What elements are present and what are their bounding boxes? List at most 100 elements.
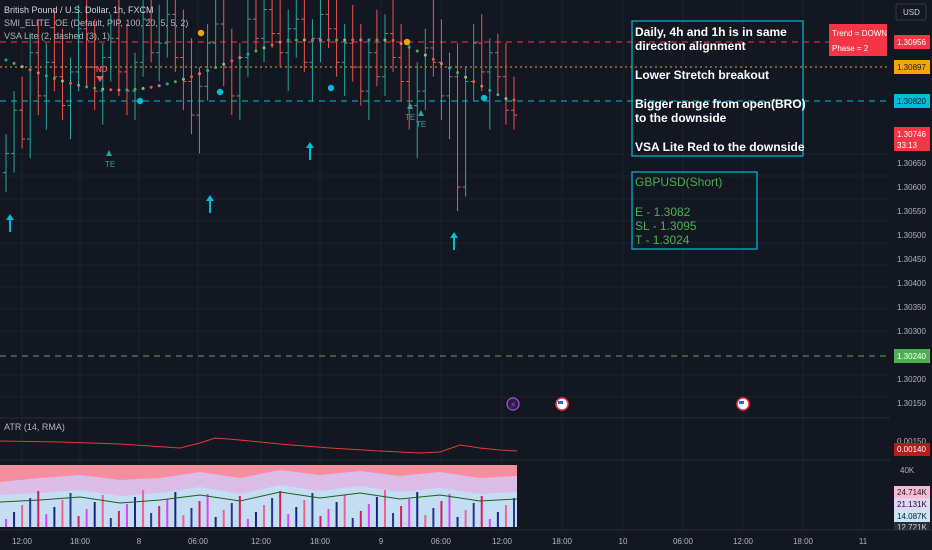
currency-label[interactable]: USD	[903, 8, 920, 17]
price-tick-label: 1.30450	[897, 255, 926, 264]
smi-dot	[262, 46, 266, 50]
indicator-smi-label[interactable]: SMI_ELITE_OE (Default, PIP, 100, 20, 5, …	[4, 18, 188, 28]
volume-bar	[101, 495, 104, 527]
volume-bar	[504, 505, 507, 527]
volume-bar	[85, 509, 88, 527]
price-tick-label: 1.30600	[897, 183, 926, 192]
signal-te-label: TE	[405, 113, 415, 122]
smi-dot	[141, 86, 145, 90]
volume-bar	[303, 500, 306, 527]
time-axis[interactable]: 12:00 18:00 8 06:00 12:00 18:00 9 06:00 12:00 18:…	[0, 529, 932, 550]
smi-dot	[318, 38, 322, 42]
notes-box: Daily, 4h and 1h is in same direction al…	[631, 20, 806, 157]
volume-bar	[327, 509, 330, 527]
volume-label-pink	[894, 486, 930, 498]
volume-bar	[222, 510, 225, 527]
smi-dot	[335, 38, 339, 42]
smi-dot	[60, 79, 64, 83]
smi-dot	[343, 38, 347, 42]
smi-dot	[173, 80, 177, 84]
candlestick-series	[3, 0, 517, 211]
volume-bar	[287, 514, 290, 527]
time-tick-label: 18:00	[793, 537, 814, 546]
volume-bar	[109, 518, 112, 527]
smi-dot	[447, 66, 451, 70]
volume-bar	[392, 513, 395, 527]
price-tick-label: 1.30650	[897, 159, 926, 168]
smi-dot	[375, 38, 379, 42]
volume-bar	[480, 496, 483, 527]
note-line: VSA Lite Red to the downside	[635, 140, 805, 154]
smi-dot	[456, 71, 460, 75]
volume-bar	[37, 491, 40, 527]
volume-bar	[182, 515, 185, 527]
smi-dot	[44, 74, 48, 78]
volume-bar	[134, 497, 137, 527]
atr-line	[0, 437, 518, 454]
volume-bar	[416, 492, 419, 527]
volume-bar	[158, 506, 161, 527]
volume-bar	[29, 498, 32, 527]
smi-dot	[327, 38, 331, 42]
indicator-vsa-label[interactable]: VSA Lite (2, dashed (3), 1)	[4, 31, 110, 41]
smi-dot	[512, 98, 516, 102]
smi-dot	[93, 86, 97, 90]
time-tick-label: 12:00	[251, 537, 272, 546]
symbol-title[interactable]: British Pound / U.S. Dollar, 1h, FXCM	[4, 5, 154, 15]
up-triangle-icon	[418, 110, 424, 116]
time-tick-label: 18:00	[310, 537, 331, 546]
volume-value-1: 24.714K	[897, 488, 927, 497]
volume-label-dark	[894, 522, 930, 530]
volume-bar	[214, 517, 217, 527]
volume-bar	[263, 505, 266, 527]
volume-bar	[198, 501, 201, 527]
atr-upper-tick: 0.00150	[897, 437, 926, 446]
signal-markers: ND TE TE TE ⚡	[6, 65, 750, 411]
time-tick-label: 06:00	[673, 537, 694, 546]
smi-dot	[351, 38, 355, 42]
currency-badge[interactable]	[895, 3, 927, 21]
smi-dot	[464, 75, 468, 79]
volume-band-inner	[0, 485, 517, 527]
volume-bar	[271, 498, 274, 527]
smi-dot	[294, 38, 298, 42]
volume-bar	[311, 493, 314, 527]
time-tick-label: 06:00	[188, 537, 209, 546]
price-tick-label: 1.30200	[897, 375, 926, 384]
volume-bar	[190, 508, 193, 527]
price-label-cyan-text: 1.30820	[897, 97, 926, 106]
price-label-red-text: 1.30956	[897, 38, 926, 47]
volume-tick-40k: 40K	[900, 466, 915, 475]
smi-dot	[270, 43, 274, 47]
signal-dot	[197, 29, 205, 37]
volume-bar	[142, 490, 145, 527]
price-tick-label: 1.30500	[897, 231, 926, 240]
volume-bar	[335, 502, 338, 527]
volume-bar	[464, 510, 467, 527]
smi-dot	[302, 38, 306, 42]
volume-bar	[375, 497, 378, 527]
smi-dot	[359, 38, 363, 42]
signal-dot	[216, 88, 224, 96]
trade-target: T - 1.3024	[635, 233, 690, 247]
volume-ma-line	[0, 491, 518, 504]
signal-dot	[327, 84, 335, 92]
event-icons: ⚡	[506, 397, 750, 411]
volume-bar	[238, 496, 241, 527]
atr-label[interactable]: ATR (14, RMA)	[4, 422, 65, 432]
smi-dot	[117, 88, 121, 92]
price-axis[interactable]: USD 1.307001.306501.306001.305501.305001…	[890, 0, 932, 532]
time-tick-label: 10	[619, 537, 628, 546]
signal-te-label: TE	[416, 120, 426, 129]
volume-bar	[319, 516, 322, 527]
signal-dot	[480, 94, 488, 102]
volume-bar	[125, 504, 128, 527]
smi-dot	[181, 77, 185, 81]
atr-pane: ATR (14, RMA)	[0, 417, 932, 454]
note-line: Bigger range from open(BRO)	[635, 97, 806, 111]
smi-dot	[101, 87, 105, 91]
volume-bar	[432, 508, 435, 527]
price-label-green-text: 1.30240	[897, 352, 926, 361]
volume-bar	[496, 512, 499, 527]
